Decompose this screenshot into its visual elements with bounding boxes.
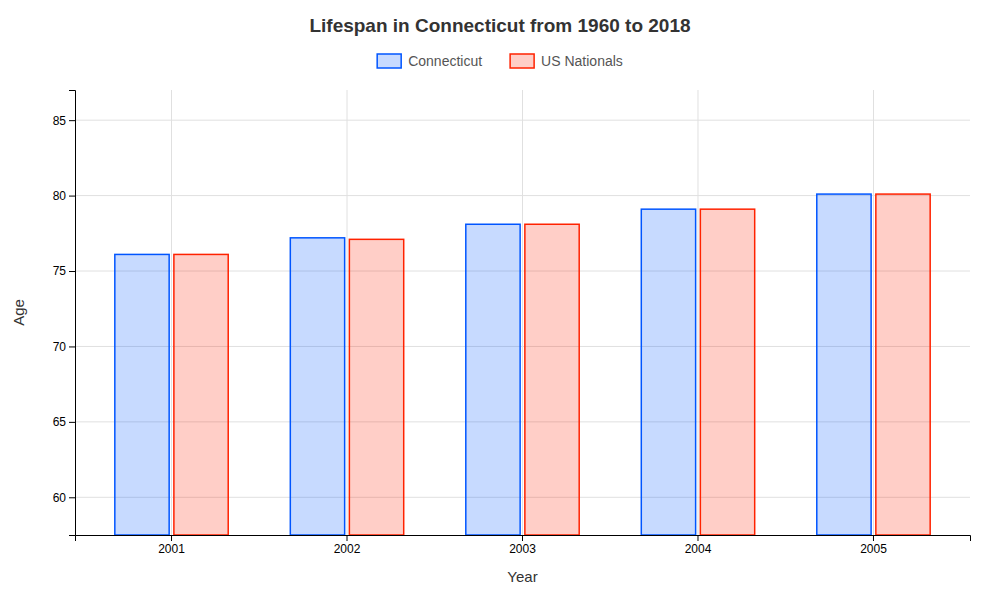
bar (466, 224, 520, 535)
y-tick-label: 70 (53, 340, 67, 354)
y-tick-label: 65 (53, 415, 67, 429)
y-axis-title: Age (10, 299, 27, 326)
y-tick-mark (69, 196, 75, 197)
legend-label: Connecticut (408, 53, 482, 69)
legend-item: Connecticut (377, 53, 482, 69)
grid (75, 90, 970, 535)
grid-line-x (171, 90, 172, 535)
bar (115, 254, 169, 535)
grid-line-x (873, 90, 874, 535)
grid-line-x (347, 90, 348, 535)
x-tick-label: 2001 (158, 542, 185, 556)
bar (174, 254, 228, 535)
x-tick-mark (171, 535, 172, 541)
bar-series (174, 194, 930, 535)
y-tick-label: 75 (53, 264, 67, 278)
chart-container: 2001 2002 2003 2004 2005 60 65 70 75 80 85 Lifespan… (0, 0, 1000, 600)
y-tick: 80 (53, 189, 75, 203)
x-tick-label: 2004 (685, 542, 712, 556)
x-tick-mark (873, 535, 874, 541)
y-tick-mark (69, 422, 75, 423)
x-tick: 2001 (158, 535, 185, 556)
legend: Connecticut US Nationals (377, 53, 623, 69)
y-tick-mark (69, 120, 75, 121)
chart-svg: 2001 2002 2003 2004 2005 60 65 70 75 80 85 Lifespan… (0, 0, 1000, 600)
bar (700, 209, 754, 535)
y-tick-label: 60 (53, 491, 67, 505)
bars (115, 194, 930, 535)
y-tick: 60 (53, 491, 75, 505)
x-tick: 2003 (509, 535, 536, 556)
y-tick-label: 80 (53, 189, 67, 203)
y-tick-mark (69, 497, 75, 498)
bar (290, 238, 344, 535)
bar (876, 194, 930, 535)
x-tick-label: 2003 (509, 542, 536, 556)
grid-line-x (697, 90, 698, 535)
legend-swatch (377, 54, 401, 68)
x-tick-label: 2005 (860, 542, 887, 556)
y-axis: 60 65 70 75 80 85 (53, 91, 76, 536)
legend-item: US Nationals (510, 53, 623, 69)
x-tick-mark (347, 535, 348, 541)
y-tick: 70 (53, 340, 75, 354)
legend-swatch (510, 54, 534, 68)
x-tick: 2005 (860, 535, 887, 556)
x-axis-line (76, 536, 971, 542)
y-tick-label: 85 (53, 114, 67, 128)
x-axis: 2001 2002 2003 2004 2005 (76, 535, 971, 556)
title: Lifespan in Connecticut from 1960 to 201… (309, 15, 690, 36)
legend-label: US Nationals (541, 53, 623, 69)
x-axis-title: Year (507, 568, 537, 585)
x-tick: 2002 (334, 535, 361, 556)
x-tick-mark (522, 535, 523, 541)
bar (641, 209, 695, 535)
bar-series (115, 194, 871, 535)
y-tick: 85 (53, 114, 75, 128)
x-tick: 2004 (685, 535, 712, 556)
bar (349, 239, 403, 535)
bar (525, 224, 579, 535)
y-tick: 65 (53, 415, 75, 429)
y-axis-line (69, 91, 76, 536)
y-tick-mark (69, 271, 75, 272)
x-tick-label: 2002 (334, 542, 361, 556)
y-tick-mark (69, 346, 75, 347)
grid-line-x (522, 90, 523, 535)
bar (817, 194, 871, 535)
y-tick: 75 (53, 264, 75, 278)
x-tick-mark (697, 535, 698, 541)
